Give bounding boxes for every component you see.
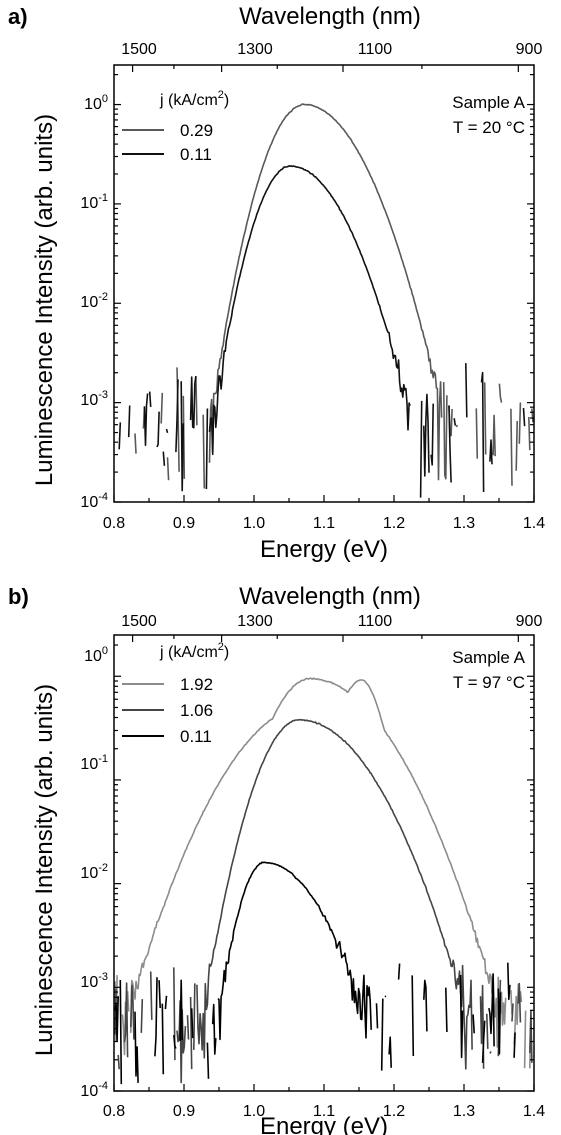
panel-a-top-tick-labels: 1500 1300 1100 900	[121, 41, 542, 58]
panel-b-legend: j (kA/cm2) 1.92 1.06 0.11	[122, 641, 229, 746]
panel-a-x-tick-labels: 0.8 0.9 1.0 1.1 1.2 1.3 1.4	[103, 515, 545, 532]
panel-b-x-tick-1.2: 1.2	[383, 1103, 405, 1120]
panel-a-x-tick-0.8: 0.8	[103, 515, 125, 532]
panel-b-x-tick-1.0: 1.0	[243, 1103, 265, 1120]
panel-b: b) Wavelength (nm) 1500 1300 1100 900 10…	[8, 583, 545, 1135]
panel-b-y-tick-1e-1: 10-1	[80, 753, 108, 773]
panel-a-x-tick-1.1: 1.1	[313, 515, 335, 532]
panel-a-legend-label-0.11: 0.11	[180, 145, 212, 164]
panel-a-y-tick-1e-4: 10-4	[80, 491, 108, 511]
panel-b-legend-label-1.92: 1.92	[180, 675, 213, 694]
panel-a-x-tick-1.4: 1.4	[523, 515, 545, 532]
panel-b-legend-label-1.06: 1.06	[180, 701, 213, 720]
panel-a-y-tick-1e-1: 10-1	[80, 192, 108, 212]
panel-a-x-tick-1.0: 1.0	[243, 515, 265, 532]
panel-b-x-tick-labels: 0.8 0.9 1.0 1.1 1.2 1.3 1.4	[103, 1103, 545, 1120]
panel-b-x-tick-1.4: 1.4	[523, 1103, 545, 1120]
panel-a-top-tick-900: 900	[516, 41, 543, 58]
panel-a-series-group	[119, 103, 534, 498]
panel-a-top-tick-1300: 1300	[237, 41, 273, 58]
panel-a-legend: j (kA/cm2) 0.29 0.11	[122, 89, 229, 164]
panel-a-y-tick-1e0: 100	[84, 93, 108, 113]
panel-a-y-tick-labels: 10-4 10-3 10-2 10-1 100	[80, 93, 108, 511]
panel-a-label: a)	[8, 4, 28, 29]
panel-b-y-tick-1e-3: 10-3	[80, 971, 108, 991]
panel-b-x-tick-0.9: 0.9	[173, 1103, 195, 1120]
panel-a-sample-note: Sample A	[452, 93, 525, 112]
panel-b-axes	[113, 634, 535, 1092]
panel-b-top-tick-1500: 1500	[121, 613, 157, 630]
panel-b-y-tick-1e-2: 10-2	[80, 862, 108, 882]
panel-a-series-line-0.29	[134, 103, 534, 489]
panel-a-temperature-note: T = 20 °C	[453, 118, 525, 137]
panel-b-top-axis-title: Wavelength (nm)	[239, 583, 421, 610]
panel-b-y-tick-1e0: 100	[84, 645, 108, 665]
panel-b-top-tick-1100: 1100	[358, 613, 393, 630]
panel-a-axes	[113, 64, 535, 503]
panel-a-series-line-0.11	[119, 166, 532, 498]
panel-b-temperature-note: T = 97 °C	[453, 673, 525, 692]
panel-a-x-tick-0.9: 0.9	[173, 515, 195, 532]
panel-b-top-tick-900: 900	[516, 613, 543, 630]
panel-b-x-axis-title: Energy (eV)	[260, 1113, 388, 1135]
panel-b-series-group	[114, 677, 534, 1084]
panel-b-top-tick-1300: 1300	[237, 613, 273, 630]
panel-a-top-tick-1100: 1100	[358, 41, 393, 58]
panel-b-legend-title: j (kA/cm2)	[159, 641, 229, 661]
panel-a-legend-title: j (kA/cm2)	[159, 89, 229, 109]
panel-a-y-tick-1e-3: 10-3	[80, 389, 108, 409]
panel-b-series-line-1.06	[114, 718, 533, 1084]
panel-a-top-tick-1500: 1500	[121, 41, 157, 58]
panel-b-legend-label-0.11: 0.11	[180, 727, 212, 746]
panel-b-top-tick-labels: 1500 1300 1100 900	[121, 613, 542, 630]
panel-a-x-axis-title: Energy (eV)	[260, 536, 388, 563]
panel-a-y-axis-title: Luminescence Intensity (arb. units)	[31, 114, 58, 486]
panel-b-label: b)	[8, 584, 29, 609]
panel-b-y-axis-title: Luminescence Intensity (arb. units)	[31, 684, 58, 1056]
panel-a-legend-label-0.29: 0.29	[180, 121, 213, 140]
panel-a-top-axis-title: Wavelength (nm)	[239, 3, 421, 30]
panel-b-sample-note: Sample A	[452, 648, 525, 667]
panel-a-x-tick-1.3: 1.3	[453, 515, 475, 532]
panel-b-x-tick-1.3: 1.3	[453, 1103, 475, 1120]
panel-a: a) Wavelength (nm) 1500 1300 1100 900 10…	[8, 3, 545, 563]
panel-a-y-tick-1e-2: 10-2	[80, 291, 108, 311]
panel-b-x-tick-1.1: 1.1	[313, 1103, 335, 1120]
panel-b-series-line-0.11	[115, 862, 534, 1084]
panel-a-x-tick-1.2: 1.2	[383, 515, 405, 532]
panel-b-x-tick-0.8: 0.8	[103, 1103, 125, 1120]
panel-b-y-tick-labels: 10-4 10-3 10-2 10-1 100	[80, 645, 108, 1100]
panel-b-y-tick-1e-4: 10-4	[80, 1080, 108, 1100]
